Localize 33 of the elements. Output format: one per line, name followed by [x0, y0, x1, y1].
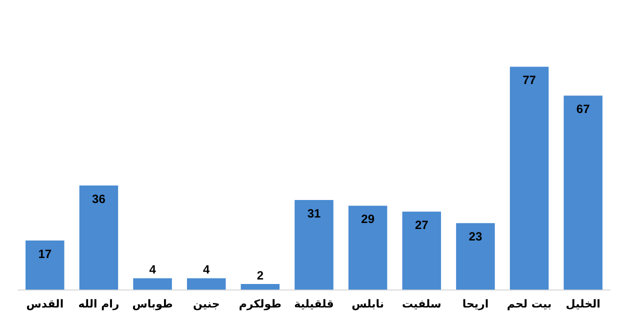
bar — [79, 185, 118, 290]
data-label: 31 — [307, 206, 321, 220]
x-tick-label: بيت لحم — [506, 297, 552, 310]
bar — [402, 212, 442, 290]
x-tick-label: رام الله — [78, 297, 120, 310]
bar — [186, 278, 226, 290]
x-tick-label: جنين — [192, 297, 220, 310]
data-label: 27 — [414, 218, 429, 232]
x-tick-label: سلفيت — [402, 297, 442, 310]
bar — [456, 223, 495, 290]
data-label: 2 — [256, 268, 264, 282]
bar — [133, 278, 172, 290]
bar — [510, 66, 549, 290]
x-tick-label: القدس — [26, 297, 64, 310]
bar — [26, 240, 64, 290]
x-tick-label: الخليل — [566, 297, 600, 310]
bar — [294, 200, 334, 290]
bar — [348, 206, 388, 290]
bar — [240, 284, 280, 290]
data-label: 67 — [576, 102, 590, 116]
data-label: 77 — [522, 73, 536, 88]
x-tick-label: طوباس — [132, 297, 173, 310]
data-label: 4 — [149, 262, 156, 277]
data-label: 4 — [203, 262, 210, 277]
bar — [564, 96, 602, 290]
x-tick-label: اريحا — [462, 297, 489, 310]
x-tick-label: نابلس — [352, 297, 384, 310]
data-label: 29 — [361, 212, 375, 226]
data-label: 23 — [468, 229, 482, 244]
data-label: 36 — [92, 192, 106, 206]
x-tick-label: قلقيلية — [294, 297, 334, 310]
x-tick-label: طولكرم — [238, 297, 282, 310]
data-label: 17 — [38, 246, 52, 261]
